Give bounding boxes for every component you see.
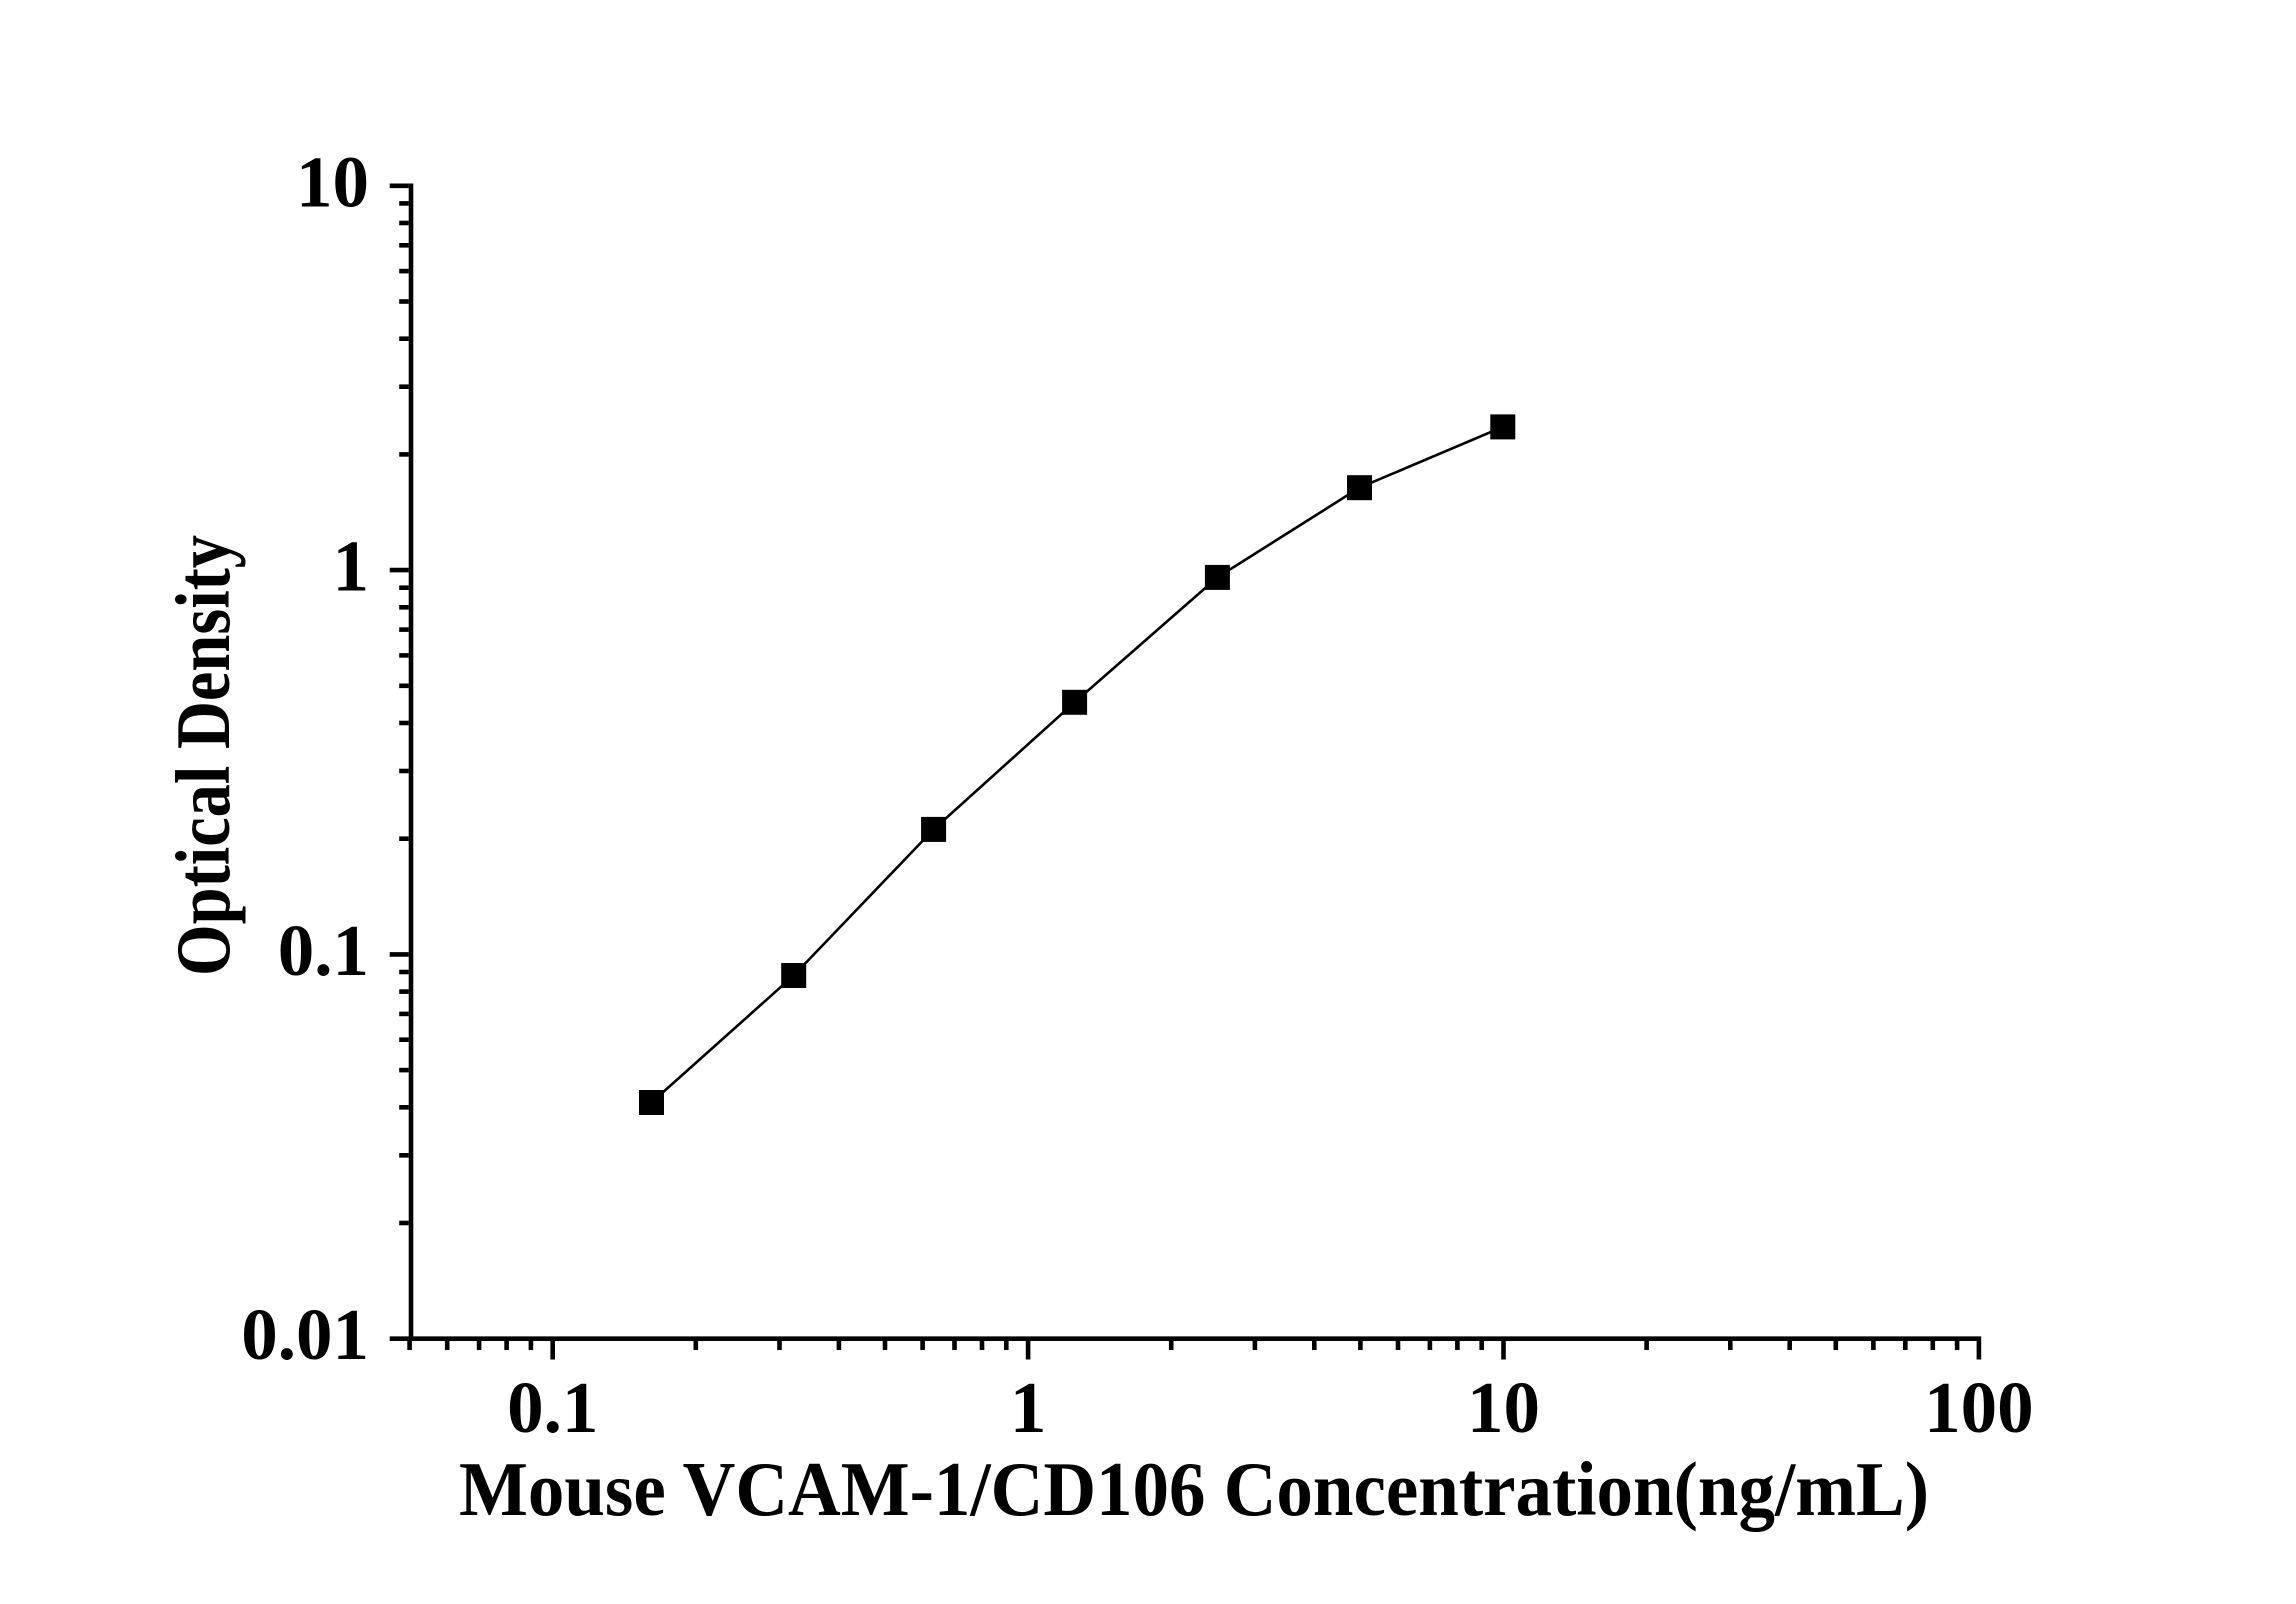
svg-text:1: 1 [1010,1367,1047,1448]
svg-text:0.1: 0.1 [278,910,369,991]
svg-text:0.01: 0.01 [241,1294,369,1375]
svg-text:10: 10 [1467,1367,1540,1448]
svg-text:1: 1 [333,526,370,607]
svg-text:Mouse VCAM-1/CD106 Concentrati: Mouse VCAM-1/CD106 Concentration(ng/mL) [459,1446,1929,1532]
svg-text:10: 10 [296,141,369,222]
svg-text:0.1: 0.1 [507,1367,598,1448]
svg-text:100: 100 [1924,1367,2034,1448]
svg-text:Optical Density: Optical Density [160,535,246,976]
